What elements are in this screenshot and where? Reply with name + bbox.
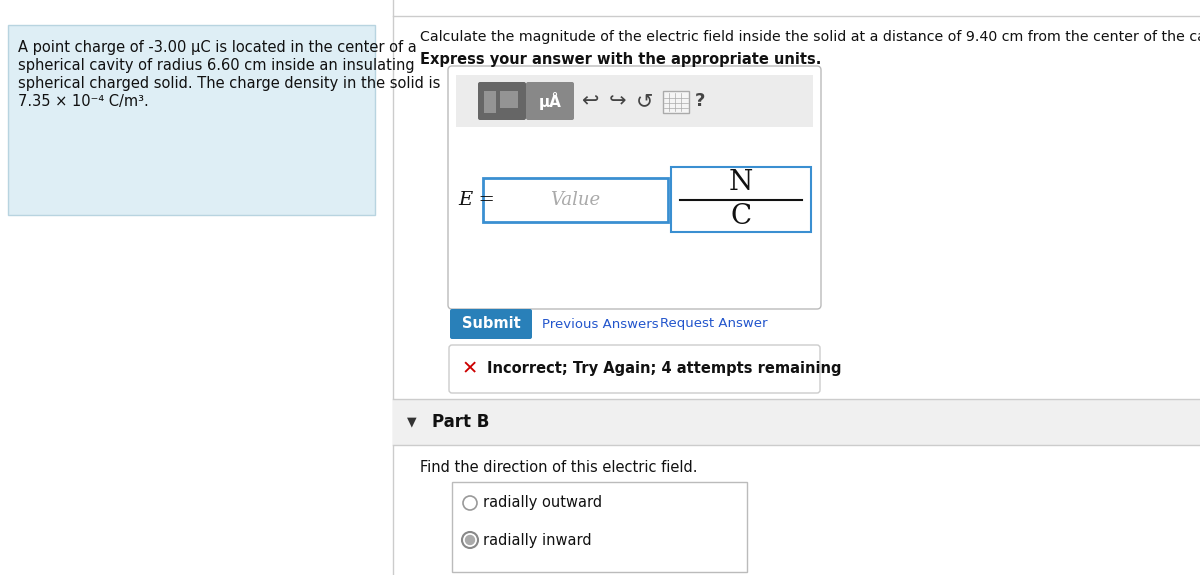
Text: ↪: ↪	[608, 91, 625, 111]
Text: Previous Answers: Previous Answers	[542, 317, 659, 331]
FancyBboxPatch shape	[482, 178, 668, 222]
FancyBboxPatch shape	[450, 309, 532, 339]
FancyBboxPatch shape	[452, 482, 746, 572]
FancyBboxPatch shape	[449, 345, 820, 393]
Text: E =: E =	[458, 191, 494, 209]
Text: ▼: ▼	[407, 416, 416, 428]
Text: Find the direction of this electric field.: Find the direction of this electric fiel…	[420, 459, 697, 474]
Text: A point charge of -3.00 μC is located in the center of a: A point charge of -3.00 μC is located in…	[18, 40, 416, 55]
Text: ↩: ↩	[581, 91, 599, 111]
Text: radially outward: radially outward	[482, 496, 602, 511]
Bar	[500, 91, 518, 108]
Text: Part B: Part B	[432, 413, 490, 431]
Text: spherical cavity of radius 6.60 cm inside an insulating: spherical cavity of radius 6.60 cm insid…	[18, 58, 415, 73]
Bar	[662, 91, 689, 113]
FancyBboxPatch shape	[478, 82, 526, 120]
Text: Submit: Submit	[462, 316, 521, 332]
Text: ↺: ↺	[636, 91, 654, 111]
Bar	[456, 75, 814, 127]
Circle shape	[466, 535, 474, 545]
Text: Incorrect; Try Again; 4 attempts remaining: Incorrect; Try Again; 4 attempts remaini…	[487, 362, 841, 377]
FancyBboxPatch shape	[448, 66, 821, 309]
FancyBboxPatch shape	[8, 25, 374, 215]
Text: C: C	[731, 204, 751, 231]
Text: μÅ: μÅ	[539, 92, 562, 110]
Text: ✕: ✕	[462, 359, 478, 378]
Text: ?: ?	[695, 92, 706, 110]
Text: Value: Value	[550, 191, 600, 209]
Text: radially inward: radially inward	[482, 532, 592, 547]
Text: Request Answer: Request Answer	[660, 317, 768, 331]
FancyBboxPatch shape	[671, 167, 811, 232]
Text: spherical charged solid. The charge density in the solid is: spherical charged solid. The charge dens…	[18, 76, 440, 91]
Text: Calculate the magnitude of the electric field inside the solid at a distance of : Calculate the magnitude of the electric …	[420, 30, 1200, 44]
Text: Express your answer with the appropriate units.: Express your answer with the appropriate…	[420, 52, 821, 67]
Bar	[484, 91, 496, 113]
FancyBboxPatch shape	[526, 82, 574, 120]
Text: N: N	[728, 168, 754, 196]
Bar	[394, 399, 1200, 445]
Text: 7.35 × 10⁻⁴ C/m³.: 7.35 × 10⁻⁴ C/m³.	[18, 94, 149, 109]
